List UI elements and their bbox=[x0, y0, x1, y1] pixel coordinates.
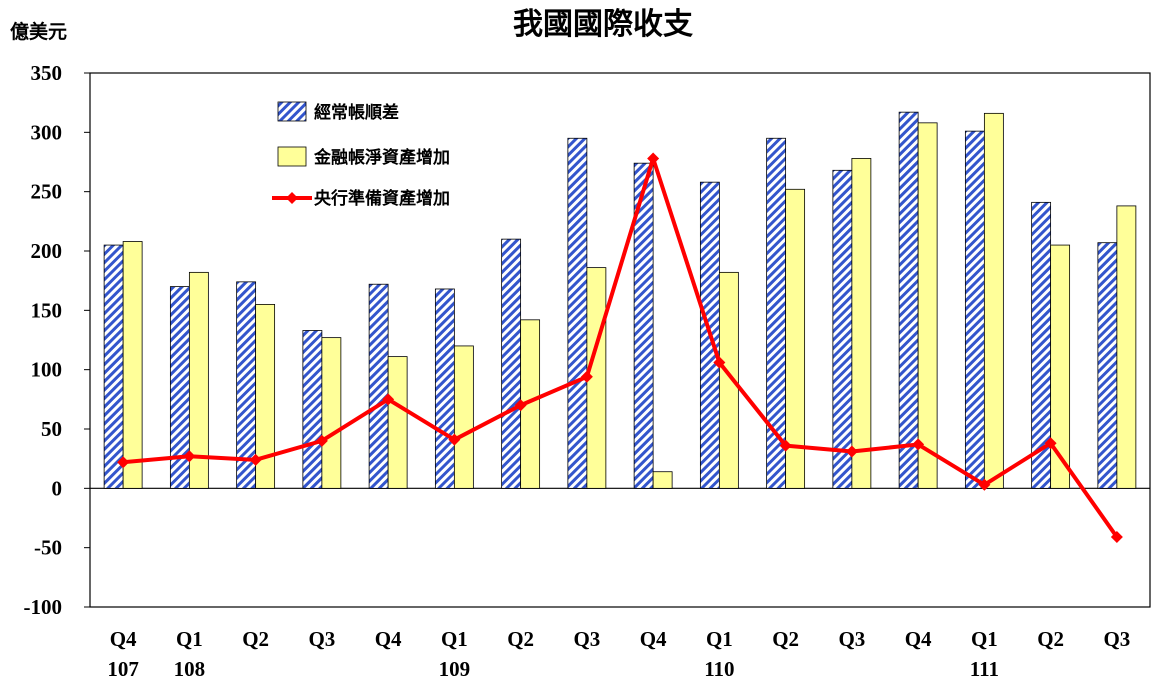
bar-current-account bbox=[501, 238, 522, 489]
y-tick-label: 0 bbox=[52, 476, 63, 500]
unit-label: 億美元 bbox=[10, 20, 67, 43]
bar-financial-account bbox=[188, 271, 209, 489]
bar-current-account bbox=[302, 330, 323, 489]
bar-financial-account bbox=[255, 303, 276, 489]
reserve-point bbox=[713, 356, 726, 369]
x-tick-label: Q4 bbox=[905, 627, 932, 651]
year-label: 108 bbox=[174, 657, 206, 681]
y-tick-label: 50 bbox=[41, 417, 62, 441]
y-tick-label: 200 bbox=[31, 239, 63, 263]
reserve-point bbox=[779, 439, 792, 452]
bar-financial-account bbox=[321, 337, 342, 489]
bar-current-account bbox=[368, 283, 389, 489]
reserve-point bbox=[117, 456, 130, 469]
x-tick-label: Q1 bbox=[176, 627, 203, 651]
reserve-point bbox=[183, 450, 196, 463]
legend-swatch bbox=[277, 101, 307, 122]
bar-financial-account bbox=[917, 122, 938, 489]
x-tick-label: Q1 bbox=[971, 627, 998, 651]
legend-label: 金融帳淨資產增加 bbox=[313, 147, 450, 168]
year-label: 107 bbox=[107, 657, 139, 681]
reserve-point bbox=[382, 393, 395, 406]
bar-current-account bbox=[633, 162, 654, 489]
bar-financial-account bbox=[122, 241, 143, 489]
bar-financial-account bbox=[1050, 244, 1071, 489]
legend-label: 經常帳順差 bbox=[314, 102, 399, 123]
y-tick-label: 100 bbox=[31, 358, 63, 382]
bar-financial-account bbox=[983, 112, 1004, 489]
y-tick-label: 250 bbox=[31, 180, 63, 204]
reserve-point bbox=[580, 370, 593, 383]
chart-title: 我國國際收支 bbox=[513, 7, 693, 42]
plot-frame bbox=[89, 72, 1151, 608]
x-tick-label: Q2 bbox=[772, 627, 799, 651]
x-tick-label: Q3 bbox=[838, 627, 865, 651]
reserve-point bbox=[514, 399, 527, 412]
legend-marker bbox=[286, 192, 298, 204]
y-tick-label: 350 bbox=[31, 61, 63, 85]
reserve-line bbox=[122, 156, 1119, 539]
bar-financial-account bbox=[387, 356, 408, 489]
y-tick-label: 150 bbox=[31, 298, 63, 322]
bar-current-account bbox=[898, 111, 919, 489]
reserve-point bbox=[978, 478, 991, 491]
bar-current-account bbox=[964, 130, 985, 489]
reserve-point bbox=[315, 434, 328, 447]
reserve-point bbox=[249, 453, 262, 466]
x-tick-label: Q4 bbox=[375, 627, 402, 651]
year-label: 110 bbox=[704, 657, 734, 681]
bar-financial-account bbox=[453, 345, 474, 489]
bar-financial-account bbox=[718, 271, 739, 489]
plot-area: 350 300 250 200 150 100 50 0 -50 -100 Q4 107 Q1 108 Q2… bbox=[24, 61, 1151, 681]
x-tick-label: Q1 bbox=[441, 627, 468, 651]
bar-current-account bbox=[103, 244, 124, 489]
x-tick-label: Q1 bbox=[706, 627, 733, 651]
x-tick-label: Q4 bbox=[640, 627, 667, 651]
y-tick-label: -100 bbox=[24, 595, 63, 619]
x-tick-label: Q3 bbox=[1103, 627, 1130, 651]
reserve-point bbox=[912, 438, 925, 451]
reserve-point bbox=[1110, 530, 1123, 543]
legend-swatch bbox=[277, 146, 307, 167]
reserve-point bbox=[647, 152, 660, 165]
x-tick-label: Q2 bbox=[1037, 627, 1064, 651]
x-tick-label: Q3 bbox=[308, 627, 335, 651]
reserve-point bbox=[1044, 437, 1057, 450]
bar-financial-account bbox=[652, 471, 673, 489]
bar-financial-account bbox=[1116, 205, 1137, 489]
y-tick-label: 300 bbox=[31, 120, 63, 144]
x-tick-label: Q2 bbox=[242, 627, 269, 651]
reserve-point bbox=[845, 445, 858, 458]
x-tick-label: Q4 bbox=[110, 627, 137, 651]
bar-financial-account bbox=[785, 188, 806, 489]
year-label: 111 bbox=[970, 657, 999, 681]
reserve-point bbox=[448, 433, 461, 446]
bar-current-account bbox=[832, 169, 853, 489]
bar-current-account bbox=[434, 288, 455, 489]
bar-current-account bbox=[567, 137, 588, 489]
bar-current-account bbox=[1097, 242, 1118, 489]
bar-financial-account bbox=[851, 158, 872, 489]
x-tick-label: Q3 bbox=[573, 627, 600, 651]
year-label: 109 bbox=[439, 657, 471, 681]
legend-label: 央行準備資產增加 bbox=[314, 188, 450, 209]
x-tick-label: Q2 bbox=[507, 627, 534, 651]
y-tick-label: -50 bbox=[34, 536, 62, 560]
